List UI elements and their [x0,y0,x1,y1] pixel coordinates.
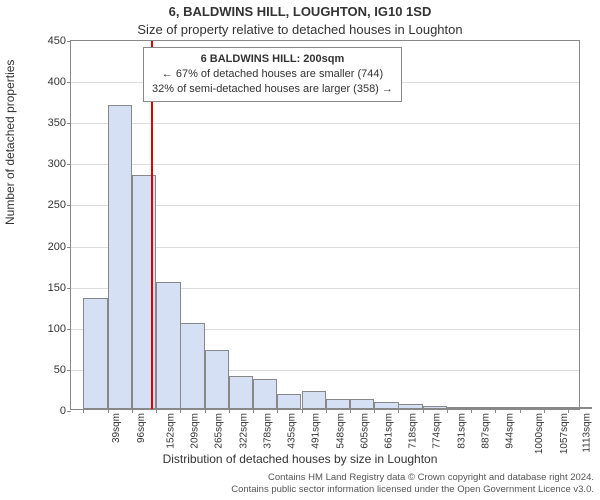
x-tick-mark [229,409,230,413]
callout-line-3: 32% of semi-detached houses are larger (… [152,82,393,97]
histogram-bar [350,399,374,409]
x-tick-label: 265sqm [214,413,225,449]
callout-line-2: ← 67% of detached houses are smaller (74… [152,67,393,82]
x-tick-mark [180,409,181,413]
histogram-bar [156,282,180,409]
x-tick-label: 548sqm [335,413,346,449]
x-tick-label: 1113sqm [581,413,592,453]
y-tick-label: 200 [48,241,71,253]
plot-area: 05010015020025030035040045039sqm96sqm152… [70,40,580,410]
chart-container: 6, BALDWINS HILL, LOUGHTON, IG10 1SD Siz… [0,0,600,500]
x-tick-mark [447,409,448,413]
histogram-bar [544,407,568,409]
y-tick-label: 300 [48,158,71,170]
x-tick-label: 322sqm [238,413,249,449]
chart-title-sub: Size of property relative to detached ho… [0,22,600,37]
histogram-bar [568,407,592,409]
x-tick-mark [423,409,424,413]
y-tick-label: 350 [48,117,71,129]
x-tick-mark [132,409,133,413]
histogram-bar [253,379,277,409]
histogram-bar [326,399,350,409]
y-tick-label: 450 [48,35,71,47]
x-tick-label: 605sqm [360,413,371,449]
x-tick-label: 39sqm [111,413,122,443]
chart-title-main: 6, BALDWINS HILL, LOUGHTON, IG10 1SD [0,4,600,19]
x-tick-label: 152sqm [165,413,176,449]
x-tick-label: 831sqm [456,413,467,449]
x-tick-mark [520,409,521,413]
footer-line-1: Contains HM Land Registry data © Crown c… [231,472,594,484]
y-tick-label: 50 [54,364,71,376]
x-tick-label: 718sqm [408,413,419,449]
x-tick-label: 378sqm [262,413,273,449]
grid-line [71,164,579,165]
x-tick-mark [471,409,472,413]
y-tick-label: 400 [48,76,71,88]
histogram-bar [83,298,107,409]
callout-box: 6 BALDWINS HILL: 200sqm ← 67% of detache… [143,47,402,102]
footer-line-2: Contains public sector information licen… [231,484,594,496]
x-tick-mark [495,409,496,413]
x-tick-label: 491sqm [311,413,322,449]
x-tick-mark [253,409,254,413]
histogram-bar [205,350,229,409]
x-tick-mark [350,409,351,413]
footer-text: Contains HM Land Registry data © Crown c… [231,472,594,496]
x-tick-mark [156,409,157,413]
x-tick-label: 96sqm [136,413,147,443]
histogram-bar [447,407,471,409]
x-tick-mark [326,409,327,413]
x-tick-label: 944sqm [505,413,516,449]
x-axis-label: Distribution of detached houses by size … [0,452,600,466]
histogram-bar [520,407,544,409]
x-tick-label: 661sqm [384,413,395,449]
x-tick-mark [568,409,569,413]
x-tick-label: 435sqm [287,413,298,449]
histogram-bar [229,376,253,409]
histogram-bar [471,407,495,409]
histogram-bar [423,406,447,409]
x-tick-mark [374,409,375,413]
y-tick-label: 100 [48,323,71,335]
histogram-bar [495,407,519,409]
y-tick-label: 0 [60,405,71,417]
x-tick-label: 209sqm [190,413,201,449]
x-tick-mark [544,409,545,413]
histogram-bar [277,394,301,409]
grid-line [71,123,579,124]
x-tick-label: 887sqm [480,413,491,449]
histogram-bar [302,391,326,409]
y-tick-label: 250 [48,199,71,211]
x-tick-mark [277,409,278,413]
histogram-bar [374,402,398,409]
x-tick-mark [398,409,399,413]
histogram-bar [108,105,132,409]
x-tick-mark [108,409,109,413]
x-tick-label: 1057sqm [559,413,570,454]
y-axis-label: Number of detached properties [3,60,17,225]
histogram-bar [180,323,204,409]
x-tick-label: 774sqm [432,413,443,449]
x-tick-mark [205,409,206,413]
x-tick-mark [83,409,84,413]
histogram-bar [398,404,422,409]
x-tick-mark [302,409,303,413]
callout-line-1: 6 BALDWINS HILL: 200sqm [152,52,393,67]
x-tick-label: 1000sqm [534,413,545,454]
y-tick-label: 150 [48,282,71,294]
